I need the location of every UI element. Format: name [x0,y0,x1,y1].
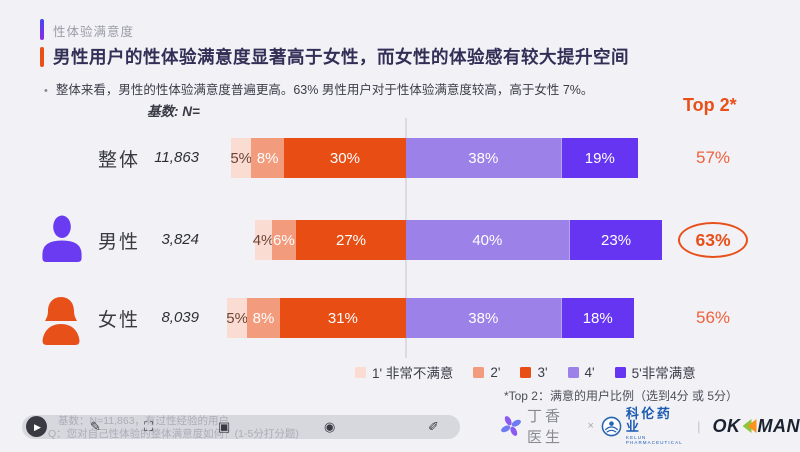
top2-value: 56% [695,308,731,327]
kelun-logo-subtext: KELUN PHARMACEUTICAL [625,435,683,445]
row-label: 整体 [98,150,141,171]
summary-bullet: 整体来看，男性的性体验满意度普遍更高。63% 男性用户对于性体验满意度较高，高于… [44,79,594,98]
legend-label: 4' [584,364,595,380]
bar-segment: 40% [405,220,569,260]
bar-segment: 8% [251,138,284,178]
bar-segment: 30% [283,138,406,178]
screenshot-icon[interactable]: ⛶ [144,419,154,434]
legend-label: 5'非常满意 [631,366,696,381]
slide-title: 男性用户的性体验满意度显著高于女性，而女性的体验感有较大提升空间 [53,47,629,67]
bar-segment: 5% [226,298,248,338]
bar-segment: 8% [247,298,280,338]
bar-segment: 19% [560,138,638,178]
footer-question-note: Q：您对自己性体验的整体满意度如何？(1-5分打分题) [48,428,299,440]
legend-label: 3' [537,364,548,380]
bar-row: 5% 8% 30% 38% 19% [230,138,638,178]
legend-item: 1' 非常不满意 [355,362,453,382]
base-column-header: 基数: N= [147,104,200,119]
okman-ok-text: OK [712,415,741,436]
rectangle-icon[interactable]: ▣ [218,419,231,434]
okman-chevron-icon [742,419,752,433]
bar-segment: 31% [279,298,406,338]
chart-legend: 1' 非常不满意 2' 3' 4' 5'非常满意 [355,362,696,382]
top2-value: 57% [695,148,731,167]
bar-segment: 27% [296,220,406,260]
legend-swatch-icon [473,366,485,378]
record-icon[interactable]: ◉ [324,419,336,434]
section-eyebrow: 性体验满意度 [53,25,135,39]
eyebrow-accent-bar [40,19,44,40]
bar-segment: 38% [405,298,561,338]
top2-footnote: *Top 2：满意的用户比例（选到4分 或 5分） [503,389,738,403]
play-icon[interactable]: ▶ [26,416,47,437]
legend-swatch-icon [520,366,532,378]
logo-divider: | [697,418,701,434]
legend-label: 1' 非常不满意 [372,366,454,381]
row-base-count: 3,824 [161,231,199,248]
title-accent-bar [40,47,44,67]
bar-segment: 23% [568,220,663,260]
bar-segment: 5% [230,138,252,178]
kelun-logo-text: 科伦药业 [625,406,673,434]
legend-item: 2' [473,365,500,380]
male-icon [40,215,84,267]
legend-swatch-icon [567,366,579,378]
bar-segment: 38% [405,138,561,178]
female-icon [38,295,84,350]
legend-swatch-icon [355,366,366,378]
top2-column-header: Top 2* [683,95,737,115]
annotation-toolbar [22,415,460,439]
row-label: 男性 [98,232,141,253]
pencil-icon[interactable]: ✎ [90,419,101,434]
bar-row: 5% 8% 31% 38% 18% [226,298,634,338]
okman-logo: OK MAN [713,416,800,437]
legend-item: 5'非常满意 [614,362,696,382]
legend-swatch-icon [614,366,626,378]
pen-icon[interactable]: ✐ [428,419,439,434]
row-label: 女性 [98,310,141,331]
top2-value: 63% [678,222,748,258]
bar-segment: 18% [560,298,634,338]
bar-segment: 4% [253,220,274,260]
row-base-count: 11,863 [154,149,199,166]
legend-item: 3' [520,364,548,380]
okman-chevron-icon [747,419,757,433]
footer-base-note: 基数：N=11,863，有过性经验的用户 [58,415,230,427]
legend-item: 4' [567,364,595,380]
dxy-flower-icon [500,415,522,437]
okman-man-text: MAN [757,415,800,436]
legend-label: 2' [490,364,501,380]
bar-row: 4% 6% 27% 40% 23% [253,220,663,260]
cross-separator: × [587,420,594,432]
bar-segment: 6% [271,220,297,260]
kelun-emblem-icon [601,416,622,437]
row-base-count: 8,039 [161,309,199,326]
footer-logos: 丁香医生 × 科伦药业 KELUN PHARMACEUTICAL | OK MA… [500,407,800,446]
dxy-logo-text: 丁香医生 [527,408,564,446]
